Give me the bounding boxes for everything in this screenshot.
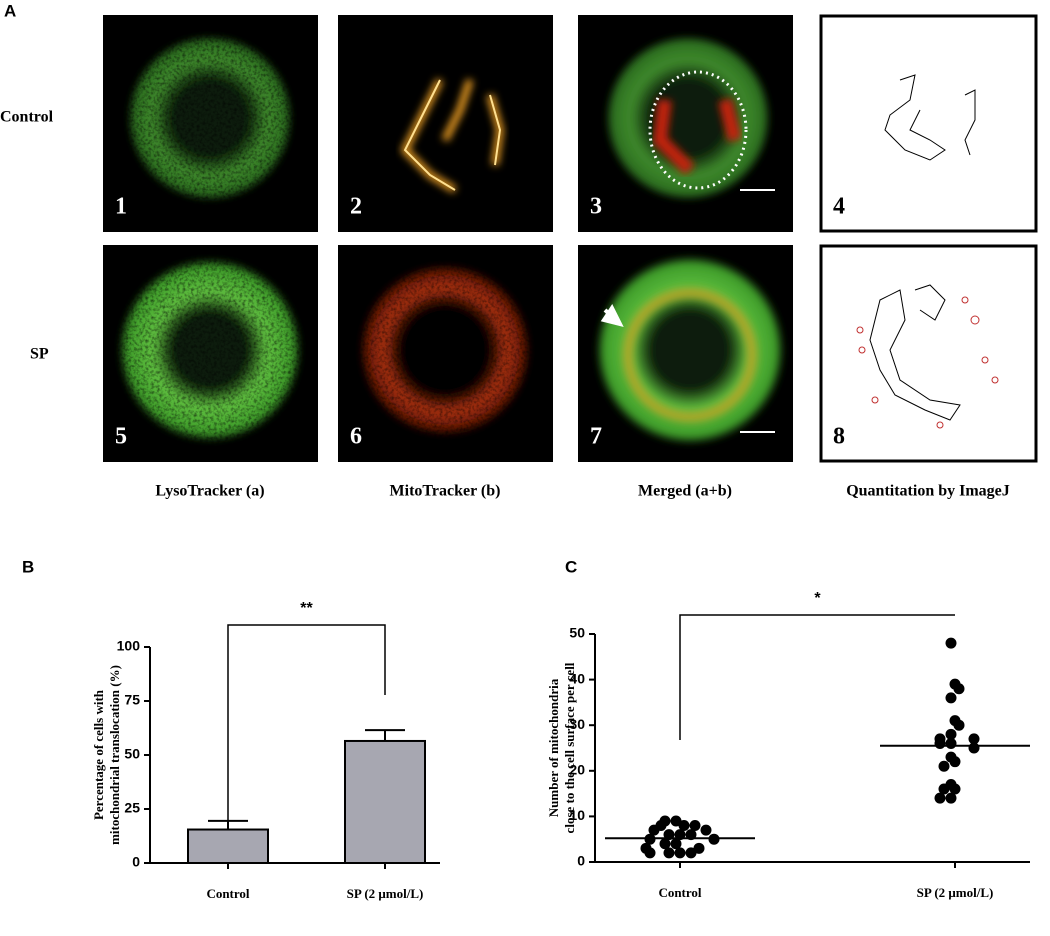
micrograph bbox=[338, 15, 553, 232]
significance-bracket bbox=[227, 624, 386, 820]
y-tick-label: 50 bbox=[124, 746, 140, 762]
y-axis-label: close to the cell surface per cell bbox=[562, 662, 577, 833]
y-axis-label: Number of mitochondria bbox=[546, 678, 561, 817]
column-label: Merged (a+b) bbox=[638, 483, 732, 500]
data-point bbox=[968, 742, 980, 754]
panel-label: B bbox=[22, 557, 34, 576]
data-point bbox=[700, 824, 712, 836]
x-tick-label: Control bbox=[206, 886, 249, 901]
bar bbox=[187, 828, 269, 865]
data-point bbox=[938, 760, 950, 772]
row-label: Control bbox=[0, 109, 54, 126]
data-point bbox=[945, 692, 957, 704]
data-point bbox=[949, 783, 961, 795]
y-tick-label: 75 bbox=[124, 692, 140, 708]
data-point bbox=[678, 820, 690, 832]
image-number: 6 bbox=[350, 424, 362, 450]
outline-panel bbox=[819, 14, 1038, 233]
image-number: 3 bbox=[590, 194, 602, 220]
micrograph bbox=[103, 245, 318, 462]
significance-label: ** bbox=[300, 600, 313, 617]
data-point bbox=[945, 792, 957, 804]
micrograph bbox=[338, 245, 553, 462]
y-tick-label: 30 bbox=[569, 716, 585, 732]
panel-label: C bbox=[565, 557, 577, 576]
x-tick-label: Control bbox=[658, 885, 701, 900]
y-tick-label: 100 bbox=[117, 638, 141, 654]
data-point bbox=[953, 719, 965, 731]
image-number: 2 bbox=[350, 194, 362, 220]
data-point bbox=[968, 733, 980, 745]
y-tick-label: 40 bbox=[569, 670, 585, 686]
y-axis-label: Percentage of cells with bbox=[91, 689, 106, 820]
image-number: 5 bbox=[115, 424, 127, 450]
significance-label: * bbox=[814, 590, 821, 607]
data-point bbox=[644, 847, 656, 859]
data-point bbox=[938, 783, 950, 795]
data-point bbox=[949, 756, 961, 768]
micrograph bbox=[578, 245, 793, 462]
column-label: LysoTracker (a) bbox=[155, 483, 264, 500]
column-label: Quantitation by ImageJ bbox=[846, 483, 1010, 500]
y-tick-label: 0 bbox=[577, 853, 585, 869]
data-point bbox=[659, 838, 671, 850]
data-point bbox=[945, 637, 957, 649]
data-point bbox=[934, 737, 946, 749]
data-point bbox=[945, 737, 957, 749]
row-label: SP bbox=[30, 346, 49, 363]
significance-bracket bbox=[679, 614, 955, 740]
y-tick-label: 0 bbox=[132, 854, 140, 870]
data-point bbox=[945, 728, 957, 740]
micrograph bbox=[103, 15, 318, 232]
y-tick-label: 20 bbox=[569, 762, 585, 778]
outline-panel bbox=[819, 244, 1038, 463]
x-tick-label: SP (2 μmol/L) bbox=[347, 886, 424, 901]
data-point bbox=[648, 824, 660, 836]
data-point bbox=[689, 820, 701, 832]
image-number: 4 bbox=[833, 194, 845, 220]
micrograph bbox=[578, 15, 793, 232]
y-tick-label: 25 bbox=[124, 800, 140, 816]
y-axis-label: mitochondrial translocation (%) bbox=[107, 665, 122, 845]
y-tick-label: 50 bbox=[569, 625, 585, 641]
data-point bbox=[685, 847, 697, 859]
data-point bbox=[953, 683, 965, 695]
image-number: 7 bbox=[590, 424, 602, 450]
bar bbox=[344, 739, 426, 865]
image-number: 8 bbox=[833, 424, 845, 450]
column-label: MitoTracker (b) bbox=[390, 483, 501, 500]
x-tick-label: SP (2 μmol/L) bbox=[917, 885, 994, 900]
data-point bbox=[693, 842, 705, 854]
data-point bbox=[934, 792, 946, 804]
y-tick-label: 10 bbox=[569, 807, 585, 823]
data-point bbox=[674, 847, 686, 859]
image-number: 1 bbox=[115, 194, 127, 220]
data-point bbox=[670, 815, 682, 827]
data-point bbox=[663, 847, 675, 859]
data-point bbox=[670, 838, 682, 850]
panel-label: A bbox=[4, 1, 16, 20]
